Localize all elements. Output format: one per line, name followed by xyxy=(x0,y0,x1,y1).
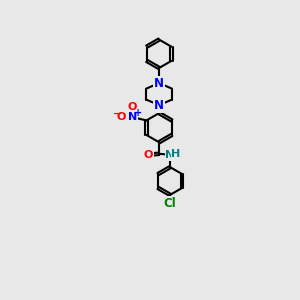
Text: N: N xyxy=(166,150,175,160)
Text: Cl: Cl xyxy=(164,197,176,210)
Text: O: O xyxy=(117,112,126,122)
Text: O: O xyxy=(143,150,153,160)
Text: H: H xyxy=(171,149,180,159)
Text: −: − xyxy=(112,109,122,119)
Text: +: + xyxy=(134,108,142,118)
Text: O: O xyxy=(127,101,136,112)
Text: N: N xyxy=(128,112,137,122)
Text: N: N xyxy=(154,76,164,90)
Text: N: N xyxy=(154,99,164,112)
